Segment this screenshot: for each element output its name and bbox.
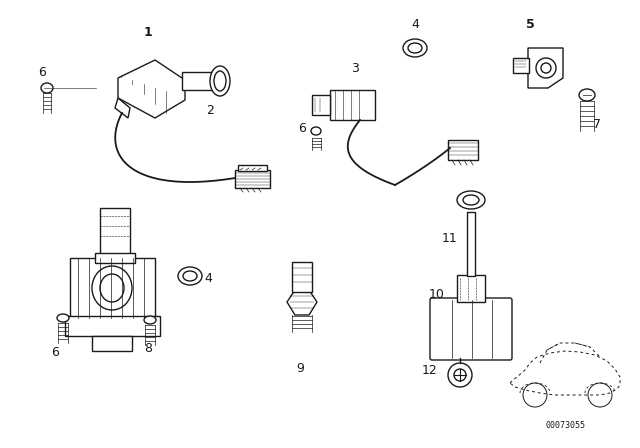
- Text: 9: 9: [296, 362, 304, 375]
- Text: 12: 12: [422, 363, 438, 376]
- Ellipse shape: [100, 274, 124, 302]
- Polygon shape: [118, 60, 185, 118]
- Bar: [65, 316, 160, 336]
- Text: 6: 6: [298, 121, 306, 134]
- Bar: [235, 170, 270, 188]
- Text: 6: 6: [38, 65, 46, 78]
- Polygon shape: [287, 290, 317, 315]
- Ellipse shape: [311, 127, 321, 135]
- Ellipse shape: [144, 316, 156, 324]
- Ellipse shape: [214, 71, 226, 91]
- Circle shape: [536, 58, 556, 78]
- Polygon shape: [312, 95, 330, 115]
- Text: 4: 4: [204, 271, 212, 284]
- Ellipse shape: [183, 271, 197, 281]
- Ellipse shape: [41, 83, 53, 93]
- Text: 3: 3: [351, 61, 359, 74]
- Text: 8: 8: [144, 341, 152, 354]
- Text: 5: 5: [525, 18, 534, 31]
- Bar: [238, 165, 267, 171]
- FancyBboxPatch shape: [330, 90, 375, 120]
- Circle shape: [523, 383, 547, 407]
- Bar: [513, 58, 529, 73]
- Polygon shape: [528, 48, 563, 88]
- Bar: [467, 212, 475, 276]
- Bar: [100, 208, 130, 260]
- Text: 10: 10: [429, 289, 445, 302]
- Ellipse shape: [457, 191, 485, 209]
- Bar: [292, 262, 312, 292]
- FancyBboxPatch shape: [430, 298, 512, 360]
- Ellipse shape: [57, 314, 69, 322]
- Ellipse shape: [408, 43, 422, 53]
- Circle shape: [541, 63, 551, 73]
- Polygon shape: [115, 98, 130, 118]
- Bar: [448, 140, 478, 160]
- Bar: [70, 258, 155, 318]
- Ellipse shape: [579, 89, 595, 101]
- Text: 7: 7: [593, 119, 601, 132]
- Circle shape: [448, 363, 472, 387]
- Bar: [95, 253, 135, 263]
- Bar: [92, 336, 132, 351]
- Text: 4: 4: [411, 18, 419, 31]
- Polygon shape: [182, 72, 215, 90]
- Circle shape: [588, 383, 612, 407]
- Circle shape: [454, 369, 466, 381]
- Text: 6: 6: [51, 345, 59, 358]
- Text: 2: 2: [206, 103, 214, 116]
- Text: 00073055: 00073055: [545, 421, 585, 430]
- Ellipse shape: [92, 266, 132, 310]
- Ellipse shape: [210, 66, 230, 96]
- Ellipse shape: [403, 39, 427, 57]
- Ellipse shape: [463, 195, 479, 205]
- Text: 1: 1: [143, 26, 152, 39]
- Bar: [457, 275, 485, 302]
- Text: 11: 11: [442, 232, 458, 245]
- Ellipse shape: [178, 267, 202, 285]
